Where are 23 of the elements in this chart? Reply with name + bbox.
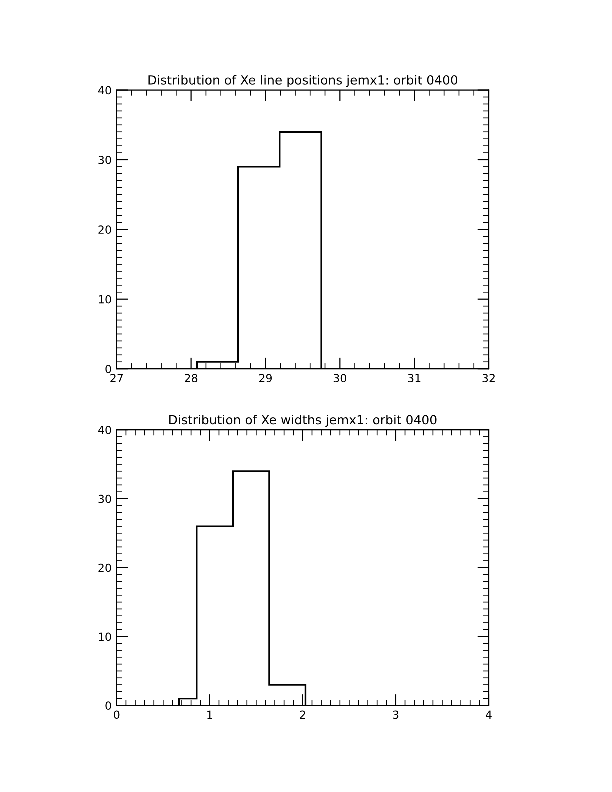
chart-title: Distribution of Xe widths jemx1: orbit 0400 <box>170 415 437 428</box>
y-tick-label: 20 <box>98 226 112 234</box>
y-tick-label: 30 <box>98 156 112 164</box>
x-tick-label: 28 <box>185 374 198 383</box>
x-tick-label: 31 <box>408 374 421 383</box>
x-tick-label: 29 <box>259 374 272 383</box>
x-tick-label: 27 <box>110 374 124 382</box>
x-tick-label: 0 <box>114 710 120 720</box>
y-tick-label: 10 <box>99 632 112 642</box>
y-tick-label: 40 <box>98 86 112 95</box>
x-tick-label: 32 <box>482 374 495 383</box>
chart-title: Distribution of Xe line positions jemx1: orbit 0400 <box>148 75 458 88</box>
x-tick-label: 4 <box>486 710 492 719</box>
x-tick-label: 1 <box>208 710 212 719</box>
y-tick-label: 10 <box>99 295 112 304</box>
x-tick-label: 30 <box>334 374 346 383</box>
x-tick-label: 2 <box>300 710 306 719</box>
y-tick-label: 40 <box>98 426 112 434</box>
y-tick-label: 30 <box>98 494 112 504</box>
x-tick-label: 3 <box>393 710 399 720</box>
y-tick-label: 0 <box>106 365 112 374</box>
y-tick-label: 0 <box>106 702 112 710</box>
y-tick-label: 20 <box>98 564 112 572</box>
